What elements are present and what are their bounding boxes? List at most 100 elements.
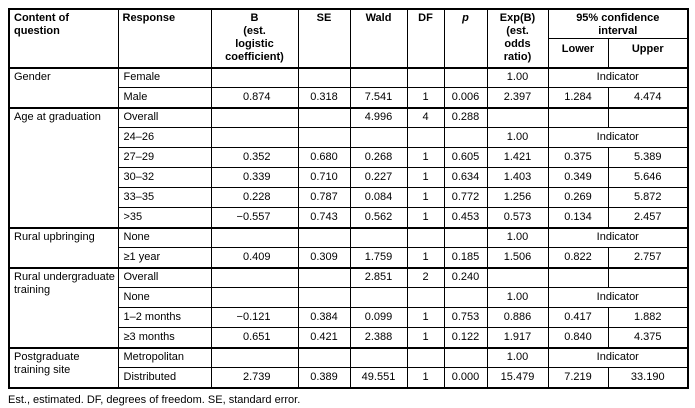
cell-wald bbox=[349, 346, 408, 368]
cell-content-rural-undergraduate-training: Rural undergraduate training bbox=[8, 266, 119, 348]
cell-wald: 7.541 bbox=[349, 87, 408, 108]
cell-p: 0.753 bbox=[443, 307, 488, 328]
row-age-overall: Age at graduation Overall 4.996 4 0.288 bbox=[8, 106, 689, 228]
cell-df: 1 bbox=[406, 247, 445, 268]
cell-b bbox=[210, 66, 299, 88]
cell-p: 0.240 bbox=[443, 266, 488, 288]
col-header-content-of-question: Content of question bbox=[8, 8, 119, 68]
cell-df: 1 bbox=[406, 367, 445, 388]
col-header-response: Response bbox=[117, 8, 212, 68]
cell-content-rural-upbringing: Rural upbringing bbox=[8, 226, 119, 268]
cell-response: 33–35 bbox=[117, 187, 212, 208]
cell-response: Distributed bbox=[117, 367, 212, 388]
cell-ci-lower: 0.134 bbox=[547, 207, 609, 228]
cell-ci-upper: 5.872 bbox=[607, 187, 689, 208]
row-pgsite-metropolitan: Postgraduate training site Metropolitan … bbox=[8, 346, 689, 388]
cell-p bbox=[443, 287, 488, 308]
cell-wald: 0.099 bbox=[349, 307, 408, 328]
cell-df: 1 bbox=[406, 167, 445, 188]
cell-p: 0.006 bbox=[443, 87, 488, 108]
cell-p: 0.000 bbox=[443, 367, 488, 388]
cell-wald: 0.227 bbox=[349, 167, 408, 188]
cell-b: 0.651 bbox=[210, 327, 299, 348]
cell-exp-b: 1.00 bbox=[486, 127, 549, 148]
cell-p bbox=[443, 226, 488, 248]
col-header-lower: Lower bbox=[547, 38, 609, 68]
cell-p bbox=[443, 127, 488, 148]
cell-ci-upper bbox=[607, 106, 689, 128]
cell-wald: 0.562 bbox=[349, 207, 408, 228]
cell-response: 24–26 bbox=[117, 127, 212, 148]
cell-ci-upper: 33.190 bbox=[607, 367, 689, 388]
col-header-b: B (est. logistic coefficient) bbox=[210, 8, 299, 68]
cell-response: ≥3 months bbox=[117, 327, 212, 348]
cell-ci-lower bbox=[547, 106, 609, 128]
col-header-upper: Upper bbox=[607, 38, 689, 68]
cell-wald bbox=[349, 287, 408, 308]
cell-df bbox=[406, 287, 445, 308]
cell-indicator: Indicator bbox=[547, 66, 689, 88]
cell-se bbox=[297, 127, 351, 148]
cell-wald: 0.084 bbox=[349, 187, 408, 208]
cell-wald: 2.851 bbox=[349, 266, 408, 288]
cell-exp-b: 1.00 bbox=[486, 226, 549, 248]
cell-b bbox=[210, 106, 299, 128]
cell-se bbox=[297, 106, 351, 128]
cell-exp-b: 1.506 bbox=[486, 247, 549, 268]
cell-content-postgraduate-training-site: Postgraduate training site bbox=[8, 346, 119, 388]
cell-b: 0.409 bbox=[210, 247, 299, 268]
cell-df: 1 bbox=[406, 307, 445, 328]
cell-df: 1 bbox=[406, 187, 445, 208]
cell-exp-b: 15.479 bbox=[486, 367, 549, 388]
cell-ci-lower bbox=[547, 266, 609, 288]
cell-response: None bbox=[117, 287, 212, 308]
cell-ci-lower: 0.822 bbox=[547, 247, 609, 268]
col-header-p: p bbox=[443, 8, 488, 68]
cell-df: 1 bbox=[406, 87, 445, 108]
cell-response: Overall bbox=[117, 106, 212, 128]
cell-b: 0.339 bbox=[210, 167, 299, 188]
cell-ci-upper: 2.457 bbox=[607, 207, 689, 228]
cell-b: 0.874 bbox=[210, 87, 299, 108]
cell-b bbox=[210, 226, 299, 248]
cell-se: 0.389 bbox=[297, 367, 351, 388]
row-ugtraining-overall: Rural undergraduate training Overall 2.8… bbox=[8, 266, 689, 348]
cell-ci-upper: 5.389 bbox=[607, 147, 689, 168]
cell-b: 0.352 bbox=[210, 147, 299, 168]
table-footnote: Est., estimated. DF, degrees of freedom.… bbox=[8, 393, 301, 406]
cell-ci-upper bbox=[607, 266, 689, 288]
cell-ci-upper: 4.474 bbox=[607, 87, 689, 108]
cell-wald bbox=[349, 226, 408, 248]
cell-b: 2.739 bbox=[210, 367, 299, 388]
cell-p bbox=[443, 66, 488, 88]
cell-ci-lower: 0.375 bbox=[547, 147, 609, 168]
cell-p bbox=[443, 346, 488, 368]
row-age-27-29: 27–29 0.352 0.680 0.268 1 0.605 1.421 0.… bbox=[9, 147, 689, 168]
cell-exp-b: 1.403 bbox=[486, 167, 549, 188]
cell-exp-b: 1.00 bbox=[486, 66, 549, 88]
row-age-24-26: 24–26 1.00 Indicator bbox=[9, 127, 689, 148]
cell-df: 1 bbox=[406, 207, 445, 228]
cell-se: 0.421 bbox=[297, 327, 351, 348]
cell-se bbox=[297, 287, 351, 308]
cell-ci-lower: 7.219 bbox=[547, 367, 609, 388]
cell-p: 0.185 bbox=[443, 247, 488, 268]
col-header-se: SE bbox=[297, 8, 351, 68]
cell-se: 0.680 bbox=[297, 147, 351, 168]
cell-ci-lower: 0.417 bbox=[547, 307, 609, 328]
table-header: Content of question Response B (est. log… bbox=[8, 8, 689, 68]
cell-se: 0.787 bbox=[297, 187, 351, 208]
cell-response: Overall bbox=[117, 266, 212, 288]
cell-df: 4 bbox=[406, 106, 445, 128]
cell-p: 0.634 bbox=[443, 167, 488, 188]
cell-exp-b bbox=[486, 266, 549, 288]
cell-exp-b: 2.397 bbox=[486, 87, 549, 108]
cell-wald bbox=[349, 66, 408, 88]
cell-se: 0.309 bbox=[297, 247, 351, 268]
cell-response: Male bbox=[117, 87, 212, 108]
header-row-sub: Lower Upper bbox=[9, 38, 689, 68]
cell-response: None bbox=[117, 226, 212, 248]
cell-se bbox=[297, 66, 351, 88]
cell-ci-upper: 1.882 bbox=[607, 307, 689, 328]
cell-exp-b: 1.256 bbox=[486, 187, 549, 208]
